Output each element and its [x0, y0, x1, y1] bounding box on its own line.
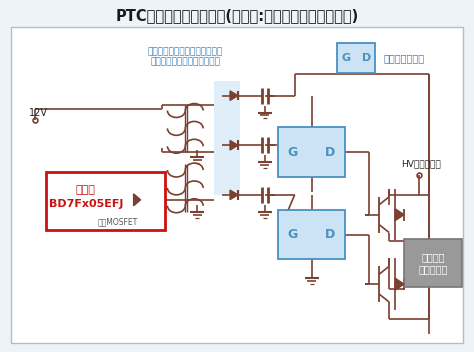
- Bar: [278, 210, 346, 259]
- Bar: [404, 239, 462, 287]
- Text: 12V: 12V: [29, 107, 48, 118]
- Text: ショットキーバリアダイオード
ファストリカバリダイオード: ショットキーバリアダイオード ファストリカバリダイオード: [148, 47, 223, 67]
- Text: 内蔵MOSFET: 内蔵MOSFET: [98, 217, 138, 226]
- Bar: [337, 43, 375, 73]
- Text: PTCヒーターの回路構成(新製品:ゲートドライバ用電源): PTCヒーターの回路構成(新製品:ゲートドライバ用電源): [115, 8, 359, 23]
- Text: D: D: [325, 228, 336, 241]
- Polygon shape: [395, 278, 404, 290]
- Polygon shape: [230, 91, 238, 100]
- Bar: [46, 172, 165, 230]
- Text: D: D: [362, 53, 372, 63]
- Polygon shape: [134, 194, 141, 206]
- Polygon shape: [230, 140, 238, 150]
- Text: BD7Fx05EFJ: BD7Fx05EFJ: [49, 199, 123, 209]
- Text: G: G: [341, 53, 350, 63]
- Polygon shape: [395, 209, 404, 221]
- Bar: [214, 81, 240, 195]
- Polygon shape: [230, 190, 238, 200]
- Bar: [278, 127, 346, 177]
- Text: 新製品: 新製品: [76, 185, 96, 195]
- Text: ヒーター
エレメント: ヒーター エレメント: [418, 252, 447, 274]
- Text: G: G: [288, 146, 298, 159]
- Text: HVバッテリー: HVバッテリー: [401, 159, 441, 169]
- Text: ゲートドライバ: ゲートドライバ: [383, 53, 424, 63]
- Text: D: D: [325, 146, 336, 159]
- Text: G: G: [288, 228, 298, 241]
